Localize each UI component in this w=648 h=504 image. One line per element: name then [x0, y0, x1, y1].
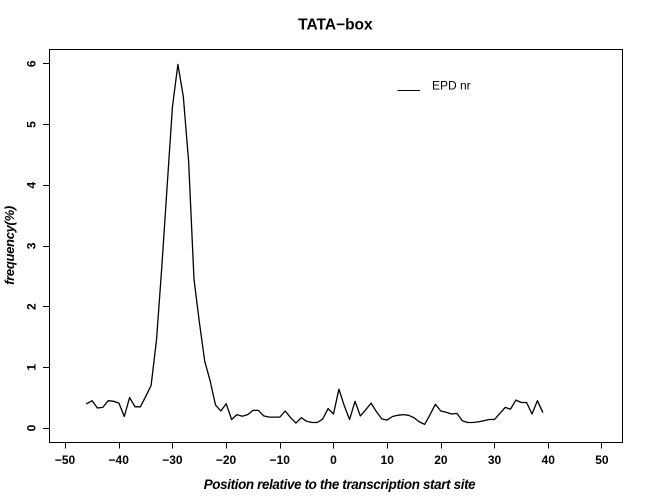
svg-text:20: 20 [434, 453, 448, 467]
svg-text:10: 10 [381, 453, 395, 467]
svg-text:Position relative to the trans: Position relative to the transcription s… [204, 477, 476, 492]
svg-text:3: 3 [24, 242, 38, 249]
svg-text:2: 2 [24, 303, 38, 310]
svg-text:−20: −20 [216, 453, 237, 467]
svg-text:0: 0 [330, 453, 337, 467]
svg-text:−40: −40 [109, 453, 130, 467]
svg-text:EPD nr: EPD nr [432, 79, 471, 93]
svg-text:30: 30 [488, 453, 502, 467]
svg-text:−50: −50 [55, 453, 76, 467]
svg-text:0: 0 [24, 424, 38, 431]
svg-text:TATA−box: TATA−box [298, 17, 373, 34]
svg-text:5: 5 [24, 121, 38, 128]
svg-text:50: 50 [595, 453, 609, 467]
svg-text:frequency(%): frequency(%) [2, 206, 17, 285]
svg-text:40: 40 [542, 453, 556, 467]
svg-text:−30: −30 [162, 453, 183, 467]
svg-text:6: 6 [24, 60, 38, 67]
svg-text:−10: −10 [270, 453, 291, 467]
svg-text:4: 4 [24, 182, 38, 189]
svg-text:1: 1 [24, 364, 38, 371]
